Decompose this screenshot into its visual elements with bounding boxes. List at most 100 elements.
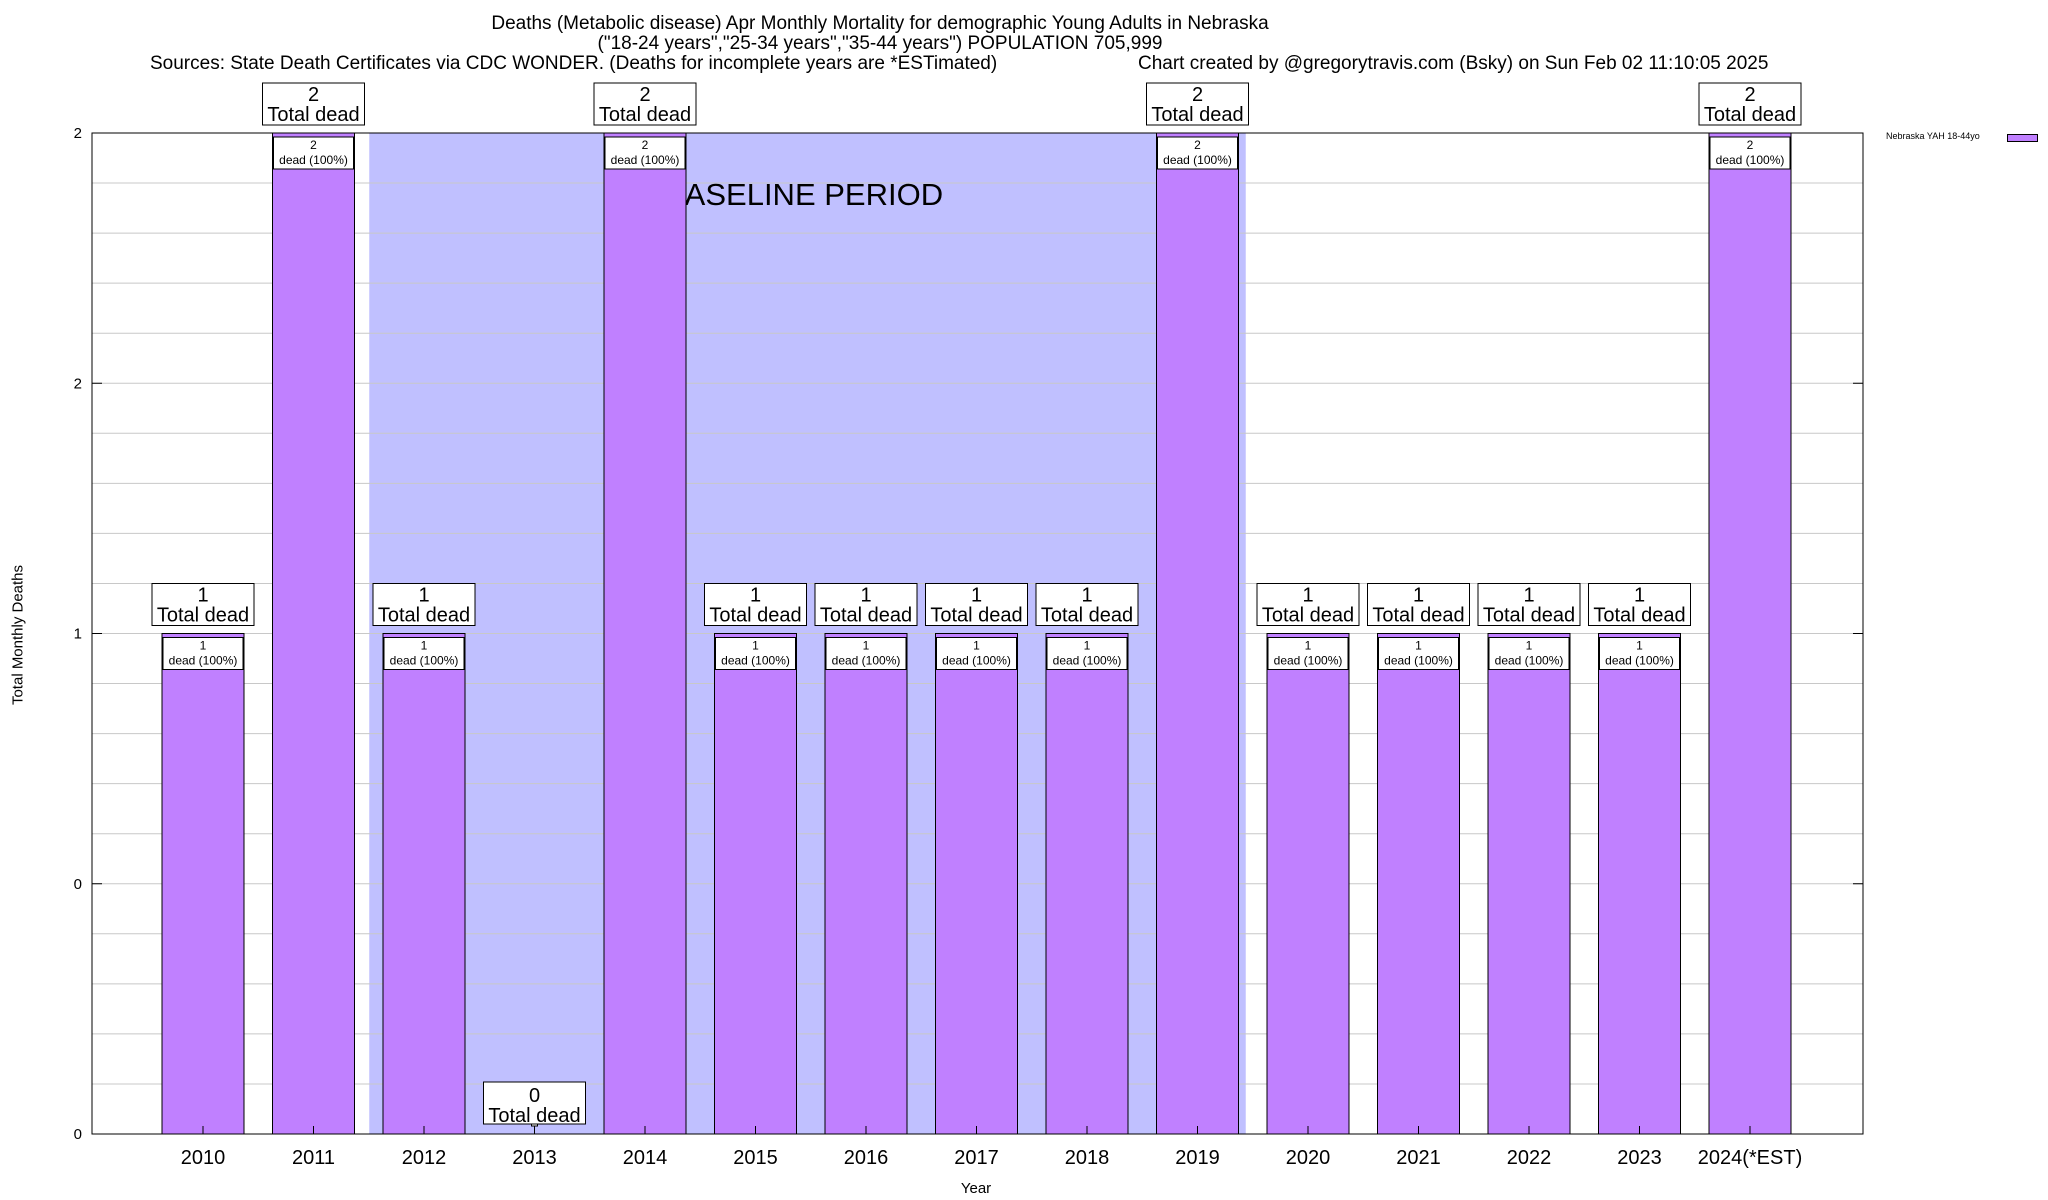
inner-label-box [715,637,796,670]
total-label-box [1477,583,1581,626]
inner-label-box [383,637,465,670]
legend-swatch [2007,134,2038,142]
total-label-text: Total dead [1372,605,1464,627]
x-tick-label: 2012 [402,1147,447,1169]
x-axis-label: Year [960,1180,992,1197]
sources-note: Sources: State Death Certificates via CD… [150,53,998,74]
chart-credit: Chart created by @gregorytravis.com (Bsk… [1138,53,1769,74]
inner-label-text: dead (100%) [832,654,901,668]
x-tick-label: 2023 [1617,1147,1662,1169]
inner-label-box [1488,637,1570,670]
bar [1045,633,1129,1135]
inner-label-value: 1 [1526,639,1533,653]
inner-label-box [273,136,354,170]
inner-label-value: 1 [200,639,207,653]
inner-label-value: 2 [310,138,317,152]
inner-label-value: 1 [421,639,428,653]
legend-label: Nebraska YAH 18-44yo [1886,131,1980,141]
inner-label-box [1157,136,1238,170]
inner-label-text: dead (100%) [611,153,680,167]
inner-label-text: dead (100%) [942,654,1011,668]
inner-label-value: 1 [863,639,870,653]
chart-subtitle: ("18-24 years","25-34 years","35-44 year… [597,33,1163,54]
inner-label-text: dead (100%) [1274,654,1343,668]
inner-label-box [1709,136,1791,170]
chart-title: Deaths (Metabolic disease) Apr Monthly M… [491,13,1269,34]
inner-label-value: 1 [1415,639,1422,653]
inner-label-value: 2 [1747,138,1754,152]
inner-label-box [1267,637,1349,670]
total-label-value: 2 [1192,84,1203,106]
y-tick-label: 0 [74,876,82,893]
inner-label-box [162,637,244,670]
inner-label-value: 2 [642,138,649,152]
total-label-text: Total dead [1704,104,1796,126]
total-label-box [1588,583,1691,626]
x-tick-label: 2022 [1507,1147,1552,1169]
total-label-text: Total dead [1151,104,1243,126]
y-tick-label: 1 [74,626,82,643]
inner-label-value: 1 [1305,639,1312,653]
x-tick-label: 2014 [623,1147,668,1169]
inner-label-box [1599,637,1680,670]
bar [1708,132,1792,1135]
bar [603,132,687,1135]
total-label-box [1146,82,1249,126]
total-label-box [1035,583,1139,626]
plot-frame [91,132,1864,1135]
total-label-box [1698,82,1802,126]
bar [714,633,797,1135]
total-label-box [593,82,697,126]
total-label-text: Total dead [1483,605,1575,627]
total-label-text: Total dead [378,605,470,627]
total-label-value: 2 [1744,84,1755,106]
x-tick-label: 2020 [1286,1147,1331,1169]
x-tick-label: 2013 [512,1147,557,1169]
inner-label-value: 1 [752,639,759,653]
inner-label-box [1046,637,1128,670]
total-label-text: Total dead [157,605,249,627]
total-label-box [704,583,807,626]
total-label-value: 1 [1634,585,1645,607]
total-label-value: 1 [1413,585,1424,607]
inner-label-text: dead (100%) [721,654,790,668]
total-label-box [1256,583,1360,626]
bar [1487,633,1571,1135]
bar [1266,633,1350,1135]
inner-label-text: dead (100%) [1384,654,1453,668]
bar [382,633,466,1135]
inner-label-text: dead (100%) [279,153,348,167]
inner-label-text: dead (100%) [390,654,459,668]
total-label-value: 1 [1302,585,1313,607]
inner-label-text: dead (100%) [169,654,238,668]
y-tick-label: 2 [74,375,82,392]
bar [1377,633,1460,1135]
total-label-text: Total dead [709,605,801,627]
x-tick-label: 2024(*EST) [1698,1147,1803,1169]
inner-label-box [936,637,1017,670]
x-tick-label: 2015 [733,1147,778,1169]
inner-label-text: dead (100%) [1716,153,1785,167]
total-label-value: 1 [418,585,429,607]
total-label-value: 1 [860,585,871,607]
total-label-box [483,1081,586,1125]
total-label-value: 1 [971,585,982,607]
y-tick-label: 2 [74,125,82,142]
total-label-box [262,82,365,126]
x-tick-label: 2010 [181,1147,226,1169]
total-label-box [925,583,1028,626]
bar [161,633,245,1135]
x-tick-label: 2016 [844,1147,889,1169]
total-label-text: Total dead [1262,605,1354,627]
inner-label-text: dead (100%) [1495,654,1564,668]
inner-label-box [604,136,686,170]
total-label-value: 0 [529,1085,540,1107]
x-tick-label: 2018 [1065,1147,1110,1169]
total-label-text: Total dead [930,605,1022,627]
total-label-value: 1 [750,585,761,607]
bar [272,132,355,1135]
bar [935,633,1018,1135]
inner-label-box [825,637,907,670]
total-label-value: 1 [197,585,208,607]
total-label-box [814,583,918,626]
